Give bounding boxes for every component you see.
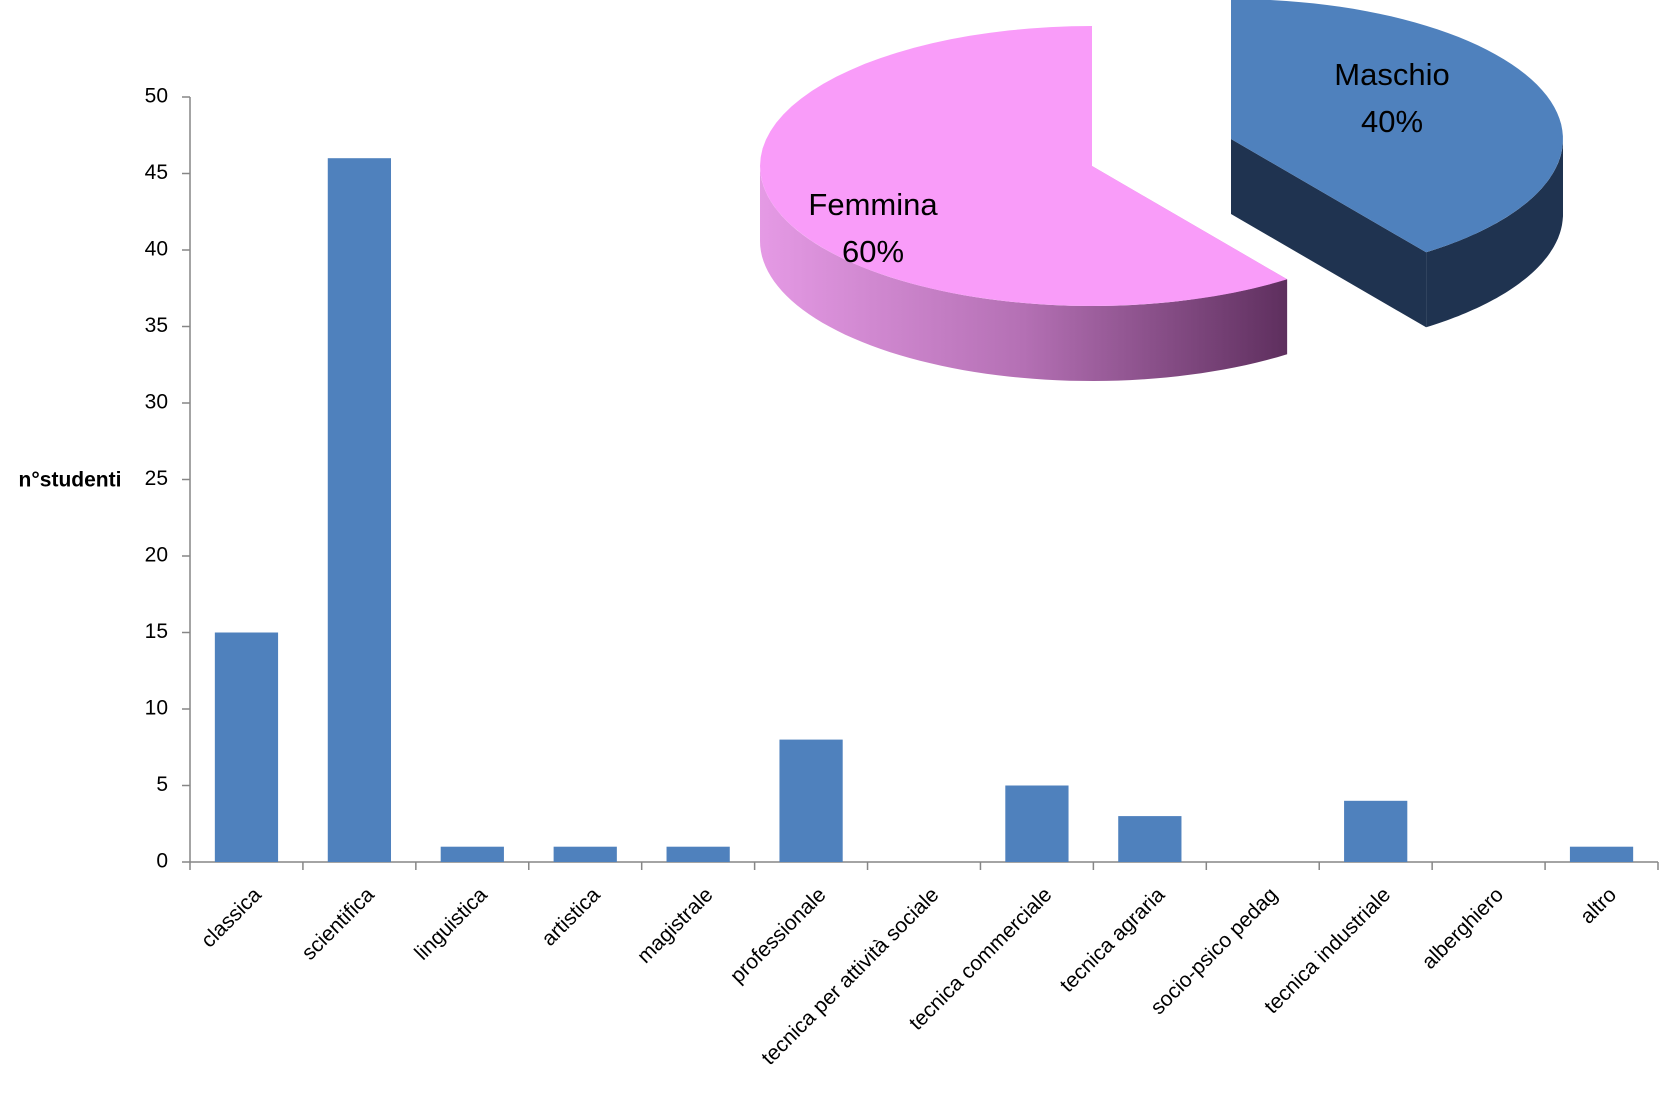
x-tick-label: linguistica (410, 883, 492, 965)
y-tick-label: 35 (145, 314, 168, 337)
x-tick-label: tecnica industriale (1260, 883, 1395, 1018)
y-axis-label: n°studenti (19, 469, 122, 492)
bar (327, 158, 392, 862)
x-tick-label: socio-psico pedag (1146, 883, 1282, 1019)
y-tick-label: 20 (145, 544, 168, 567)
bar (779, 739, 843, 862)
y-tick-label: 25 (145, 467, 168, 490)
y-tick-label: 40 (145, 238, 168, 261)
x-tick-label: altro (1576, 883, 1621, 928)
y-tick-label: 15 (145, 620, 168, 643)
y-tick-label: 45 (145, 161, 168, 184)
x-tick-label: magistrale (633, 883, 718, 968)
bar (666, 846, 730, 862)
pie-slice (760, 26, 1288, 306)
bar (1005, 785, 1069, 862)
y-tick-label: 0 (156, 850, 168, 873)
x-tick-label: professionale (726, 883, 831, 988)
pie-value-label: 40% (1361, 104, 1423, 139)
pie-label: Femmina (808, 187, 938, 222)
y-tick-label: 5 (156, 773, 168, 796)
x-tick-label: classica (197, 883, 266, 952)
y-tick-label: 10 (145, 697, 168, 720)
pie-value-label: 60% (842, 234, 904, 269)
bar (1344, 800, 1408, 862)
bar (1118, 816, 1182, 862)
pie-side (760, 166, 1288, 381)
bar (1569, 846, 1634, 862)
y-tick-label: 30 (145, 391, 168, 414)
x-tick-label: artistica (537, 883, 605, 951)
pie-label: Maschio (1334, 57, 1449, 92)
x-tick-label: tecnica agraria (1056, 883, 1170, 997)
pie-cut-face (1231, 139, 1427, 328)
bar (214, 632, 279, 862)
pie-slice (1231, 0, 1563, 253)
pie-side (1426, 139, 1563, 328)
bar (553, 846, 617, 862)
x-tick-label: alberghiero (1418, 883, 1509, 974)
bar (440, 846, 504, 862)
y-tick-label: 50 (145, 85, 168, 108)
x-tick-label: scientifica (297, 883, 379, 965)
